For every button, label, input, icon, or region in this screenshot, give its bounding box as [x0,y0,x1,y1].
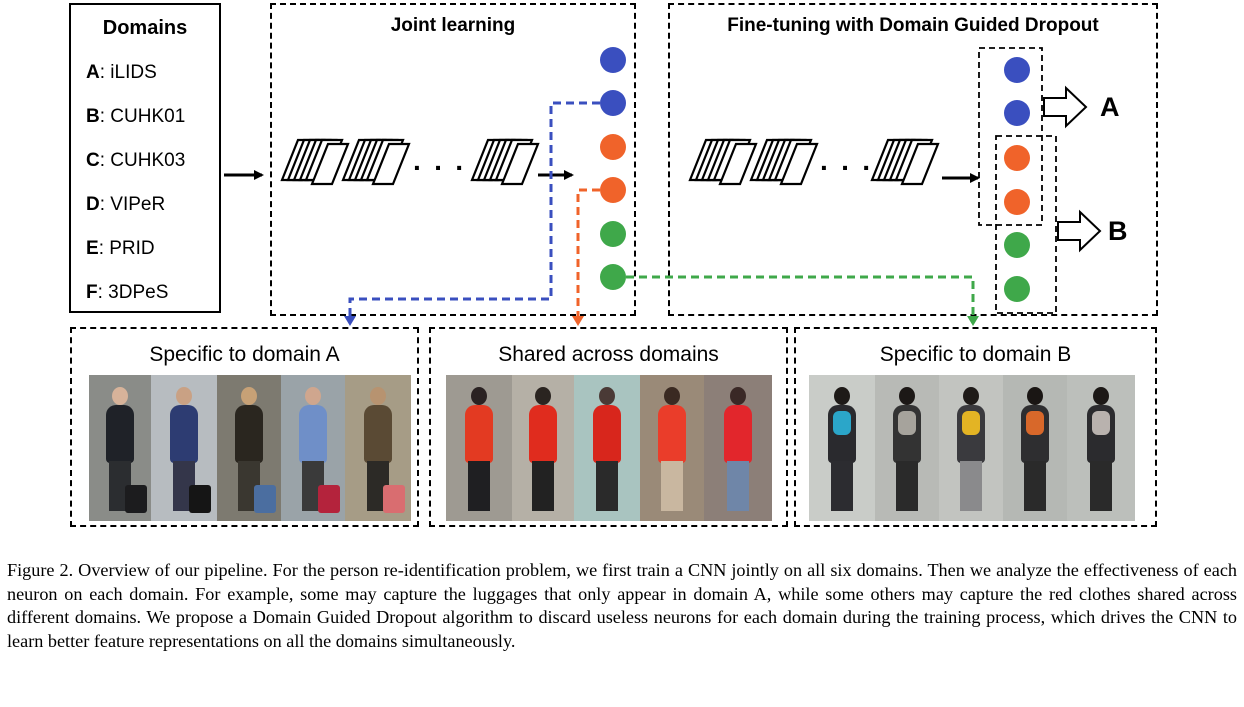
neuron-blue [1004,57,1030,83]
domain-item-a: A: iLIDS [86,62,157,84]
domains-title: Domains [102,17,188,39]
output-label-b: B [1108,216,1128,246]
domain-name: : CUHK03 [99,150,186,171]
domain-item-f: F: 3DPeS [86,282,168,304]
person-photo [1067,375,1135,521]
joint-learning-box: Joint learning [270,3,636,316]
neuron-green [1004,232,1030,258]
domain-key: F [86,282,98,303]
output-arrow-a [1043,85,1088,129]
neuron-green [600,221,626,247]
domain-item-b: B: CUHK01 [86,106,185,128]
domain-item-e: E: PRID [86,238,155,260]
neuron-blue [600,47,626,73]
feature-maps-3 [470,138,540,186]
feature-maps-4 [688,138,758,186]
joint-learning-title: Joint learning [390,15,516,36]
person-photo [281,375,345,521]
domain-name: : iLIDS [99,62,157,83]
domain-key: D [86,194,100,215]
photo-strip-b [809,375,1135,521]
neuron-green [600,264,626,290]
domain-item-c: C: CUHK03 [86,150,185,172]
photo-strip-shared [446,375,772,521]
neuron-orange [600,134,626,160]
pipeline-diagram [224,47,1102,326]
feature-maps-1 [280,138,350,186]
panel-domain-a-title: Specific to domain A [149,343,340,366]
figure-caption: Figure 2. Overview of our pipeline. For … [7,560,1237,651]
photo-strip-a [89,375,411,521]
neuron-orange [1004,145,1030,171]
joint-ellipsis: · · · [413,152,467,183]
output-label-a: A [1100,92,1120,122]
person-photo [939,375,1003,521]
domain-name: : 3DPeS [97,282,169,303]
feature-maps-2 [341,138,411,186]
domain-b-group [995,135,1057,314]
person-photo [217,375,281,521]
person-photo [875,375,939,521]
person-photo [345,375,411,521]
green-connector-head [967,316,979,326]
panel-domain-a: Specific to domain A [70,327,419,527]
blue-connector [348,101,600,318]
panel-shared-title: Shared across domains [498,343,719,366]
orange-connector [576,188,600,318]
person-photo [809,375,875,521]
domain-name: : VIPeR [99,194,166,215]
finetune-ellipsis: · · · [820,152,874,183]
person-photo [512,375,574,521]
domains-box: Domains A: iLIDS B: CUHK01 C: CUHK03 D: … [69,3,221,313]
domain-key: E [86,238,99,259]
domain-key: A [86,62,100,83]
orange-connector-head [572,316,584,326]
neuron-blue [600,90,626,116]
person-photo [151,375,217,521]
neuron-green [1004,276,1030,302]
domain-name: : CUHK01 [99,106,186,127]
person-photo [574,375,640,521]
domain-name: : PRID [98,238,155,259]
finetune-title: Fine-tuning with Domain Guided Dropout [727,15,1099,36]
person-photo [704,375,772,521]
domain-key: C [86,150,100,171]
feature-maps-5 [749,138,819,186]
neuron-blue [1004,100,1030,126]
panel-domain-b: Specific to domain B [794,327,1157,527]
panel-domain-b-title: Specific to domain B [879,343,1072,366]
green-connector [626,275,975,318]
person-photo [446,375,512,521]
neuron-orange [600,177,626,203]
domain-key: B [86,106,100,127]
neuron-orange [1004,189,1030,215]
person-photo [640,375,704,521]
blue-connector-head [344,316,356,326]
panel-shared: Shared across domains [429,327,788,527]
person-photo [1003,375,1067,521]
feature-maps-6 [870,138,940,186]
domain-item-d: D: VIPeR [86,194,165,216]
person-photo [89,375,151,521]
finetune-box: Fine-tuning with Domain Guided Dropout [668,3,1158,316]
output-arrow-b [1057,209,1102,253]
